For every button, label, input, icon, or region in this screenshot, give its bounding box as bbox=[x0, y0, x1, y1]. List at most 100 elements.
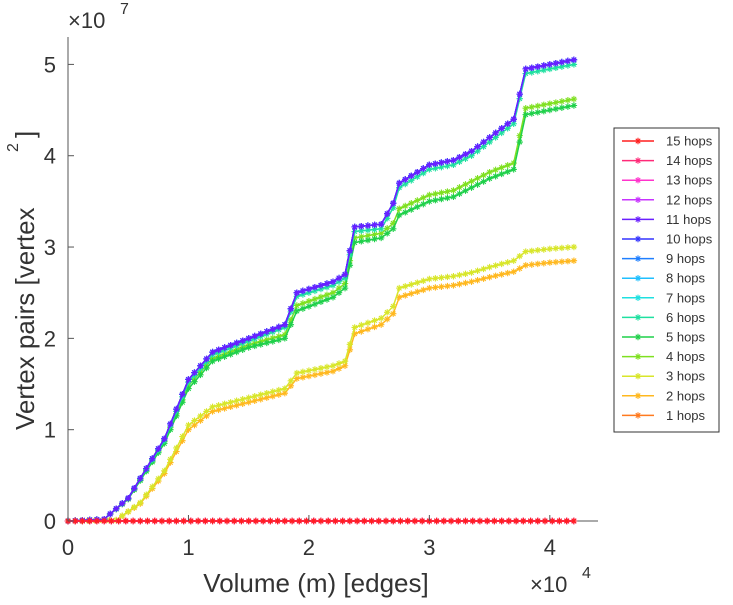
series-point-marker bbox=[498, 125, 505, 132]
series-point-marker bbox=[558, 98, 566, 105]
series-point-marker bbox=[522, 70, 529, 77]
series-point-marker bbox=[396, 179, 403, 187]
series-point-marker bbox=[149, 455, 156, 462]
series-point-marker bbox=[522, 111, 529, 118]
series-point-marker bbox=[233, 348, 240, 356]
series-point-marker bbox=[161, 435, 168, 443]
series-point-marker bbox=[426, 284, 433, 292]
series-point-marker bbox=[546, 100, 554, 107]
series-point-marker bbox=[341, 274, 349, 282]
series-point-marker bbox=[420, 169, 427, 177]
series-point-marker bbox=[281, 517, 289, 525]
series-point-marker bbox=[564, 57, 572, 65]
series-point-marker bbox=[259, 517, 267, 525]
series-point-marker bbox=[173, 405, 180, 413]
series-point-marker bbox=[528, 247, 535, 255]
legend-marker bbox=[634, 412, 642, 419]
series-point-marker bbox=[462, 181, 469, 188]
series-point-marker bbox=[558, 63, 566, 70]
series-point-marker bbox=[462, 517, 469, 525]
y-multiplier-base: ×10 bbox=[68, 8, 105, 33]
series-point-marker bbox=[540, 107, 547, 115]
legend-marker bbox=[634, 294, 642, 301]
series-point-marker bbox=[209, 357, 216, 365]
series-point-marker bbox=[267, 517, 274, 525]
series-point-marker bbox=[516, 265, 523, 272]
series-point-marker bbox=[570, 257, 578, 264]
series-point-marker bbox=[238, 517, 245, 525]
series-point-marker bbox=[203, 412, 210, 420]
series-point-marker bbox=[179, 399, 186, 406]
series-point-marker bbox=[227, 342, 234, 349]
series-point-marker bbox=[558, 104, 566, 111]
series-point-marker bbox=[546, 61, 554, 68]
series-point-marker bbox=[317, 364, 325, 372]
series-point-marker bbox=[480, 171, 487, 179]
series-point-marker bbox=[293, 293, 301, 300]
series-point-marker bbox=[143, 465, 150, 472]
series-point-marker bbox=[122, 517, 130, 525]
series-point-marker bbox=[351, 330, 358, 337]
series-point-marker bbox=[402, 209, 409, 216]
series-point-marker bbox=[552, 258, 560, 266]
series-point-marker bbox=[456, 154, 463, 161]
series-point-marker bbox=[173, 448, 180, 455]
series-point-marker bbox=[305, 303, 313, 310]
series-point-marker bbox=[450, 193, 457, 201]
series-point-marker bbox=[358, 328, 365, 335]
series-point-marker bbox=[570, 95, 578, 103]
series-point-marker bbox=[414, 197, 421, 204]
series-point-marker bbox=[444, 188, 451, 195]
series-point-marker bbox=[444, 194, 451, 202]
series-point-marker bbox=[420, 200, 427, 208]
series-point-marker bbox=[433, 517, 440, 525]
series-point-marker bbox=[203, 408, 210, 415]
series-point-marker bbox=[245, 394, 252, 401]
series-point-marker bbox=[112, 505, 120, 512]
series-point-marker bbox=[468, 178, 475, 185]
series-point-marker bbox=[251, 397, 258, 404]
series-point-marker bbox=[390, 200, 397, 207]
series-point-marker bbox=[462, 187, 469, 194]
series-3-hops bbox=[64, 243, 578, 525]
series-point-marker bbox=[144, 517, 151, 525]
series-point-marker bbox=[180, 517, 187, 525]
series-point-marker bbox=[251, 392, 258, 400]
series-point-marker bbox=[420, 194, 427, 201]
series-point-marker bbox=[468, 152, 475, 159]
series-point-marker bbox=[504, 259, 511, 266]
series-point-marker bbox=[450, 187, 457, 194]
series-point-marker bbox=[384, 309, 391, 316]
series-point-marker bbox=[527, 517, 534, 525]
series-point-marker bbox=[311, 371, 319, 379]
series-point-marker bbox=[317, 293, 325, 301]
series-point-marker bbox=[486, 263, 493, 271]
series-point-marker bbox=[346, 341, 354, 348]
series-point-marker bbox=[165, 517, 173, 525]
series-point-marker bbox=[552, 99, 560, 106]
series-point-marker bbox=[287, 377, 295, 385]
series-point-marker bbox=[456, 184, 463, 191]
series-point-marker bbox=[480, 143, 487, 150]
series-point-marker bbox=[377, 234, 385, 242]
series-point-marker bbox=[191, 369, 198, 376]
series-point-marker bbox=[173, 444, 180, 452]
series-point-marker bbox=[426, 161, 433, 169]
series-point-marker bbox=[570, 61, 578, 68]
series-point-marker bbox=[137, 499, 144, 506]
series-point-marker bbox=[396, 294, 403, 301]
series-6-hops bbox=[64, 61, 578, 525]
y-tick-label: 5 bbox=[44, 52, 56, 77]
series-point-marker bbox=[498, 271, 505, 278]
series-point-marker bbox=[167, 426, 174, 433]
series-point-marker bbox=[317, 298, 325, 306]
series-point-marker bbox=[341, 362, 349, 369]
series-point-marker bbox=[498, 260, 505, 268]
series-point-marker bbox=[305, 289, 313, 296]
series-point-marker bbox=[257, 391, 264, 398]
series-point-marker bbox=[564, 244, 572, 251]
series-point-marker bbox=[498, 164, 505, 171]
series-point-marker bbox=[504, 162, 511, 169]
series-point-marker bbox=[269, 326, 276, 333]
series-point-marker bbox=[402, 180, 409, 188]
